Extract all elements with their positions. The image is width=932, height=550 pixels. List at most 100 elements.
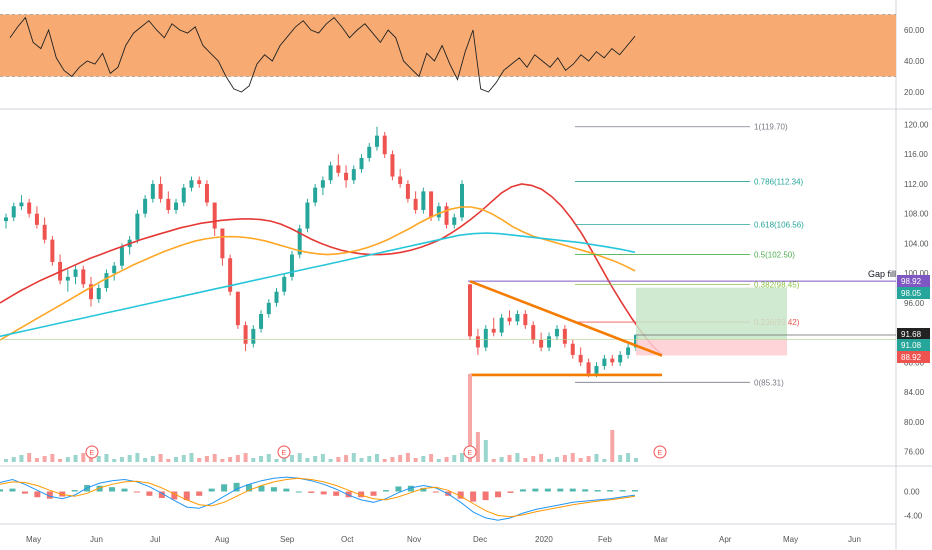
rsi-tick-label: 40.00 [904,57,925,66]
price-tick-label: 112.00 [904,180,928,189]
volume-bar [618,455,623,462]
macd-histogram-bar [420,487,427,492]
moving-average-line [0,206,636,341]
candle-body [405,183,410,199]
volume-bar [19,455,24,462]
candle-body [413,198,418,210]
candle-body [460,183,464,218]
macd-histogram-bar [0,489,3,492]
candle-body [34,213,39,225]
macd-histogram-bar [482,491,489,501]
candle-body [626,347,631,355]
volume-bar [382,459,387,462]
candle-body [499,317,504,333]
candle-body [158,183,163,199]
volume-bar [554,457,559,462]
volume-bar [491,459,496,462]
volume-bar [602,459,607,462]
volume-bar [289,455,294,462]
volume-bar [50,454,55,462]
candle-body [73,269,78,277]
macd-histogram-bar [146,491,153,496]
time-tick-label: Dec [473,535,487,544]
candle-body [50,239,55,262]
time-tick-label: Nov [407,535,421,544]
candle-body [586,362,591,374]
candle-body [313,187,318,203]
price-tick-label: 116.00 [904,150,928,159]
candle-body [602,358,607,367]
macd-histogram-bar [221,484,228,492]
target-zone [636,287,787,340]
candle-body [143,198,148,214]
stop-zone [636,339,787,356]
macd-histogram-bar [345,491,352,498]
earnings-marker[interactable] [85,445,99,459]
macd-histogram-bar [283,488,290,492]
candle-body [491,328,496,333]
earnings-marker[interactable] [653,445,667,459]
time-tick-label: Mar [654,535,668,544]
volume-bar [468,374,472,462]
volume-bar [336,457,341,462]
macd-histogram-bar [233,482,240,492]
price-tick-label: 96.00 [904,299,925,308]
macd-histogram-bar [632,490,638,492]
macd-histogram-bar [557,488,564,492]
volume-bar [562,455,567,462]
volume-bar [189,453,194,462]
macd-histogram-bar [395,486,402,492]
price-marker [897,351,930,363]
volume-bar [220,459,225,462]
moving-average-line [0,232,636,338]
time-tick-label: Apr [719,535,732,544]
earnings-marker-label: E [282,450,287,457]
volume-bar [181,455,186,462]
volume-bar [374,454,379,462]
volume-bar [594,454,599,462]
candle-body [367,146,372,158]
volume-bar [421,456,426,462]
candle-body [259,314,264,329]
candle-body [235,291,240,326]
volume-bar [212,454,217,462]
price-marker [897,287,930,299]
price-tick-label: 120.00 [904,121,929,130]
candle-body [374,135,379,147]
candle-body [483,328,488,348]
rsi-tick-label: 60.00 [904,26,925,35]
macd-histogram-bar [183,491,190,501]
candle-body [181,187,186,203]
candle-body [282,276,287,292]
volume-bar [390,457,395,462]
fib-level-label: 0.5(102.50) [754,251,795,260]
candle-body [243,325,248,344]
time-tick-label: Feb [598,535,612,544]
candle-body [4,217,8,222]
earnings-marker[interactable] [463,445,477,459]
volume-bar [499,457,504,462]
volume-bar [626,453,631,462]
candle-body [578,354,583,363]
price-marker [897,328,930,340]
macd-histogram-bar [308,491,315,493]
price-marker [897,339,930,351]
candle-body [251,328,256,344]
candle-body [382,135,387,155]
volume-bar [166,459,171,462]
macd-histogram-bar [432,491,439,493]
candle-body [320,180,325,188]
macd-histogram-bar [133,491,140,493]
volume-bar [475,432,480,462]
price-marker-label: 98.05 [901,289,922,298]
macd-tick-label: -4.00 [904,512,923,521]
macd-histogram-bar [358,491,365,498]
macd-line [0,476,636,521]
volume-bar [34,458,39,462]
candle-body [328,165,333,181]
volume-bar [305,458,310,462]
volume-bar [127,455,132,462]
earnings-marker[interactable] [277,445,291,459]
candle-body [119,247,124,266]
earnings-marker-label: E [468,450,473,457]
